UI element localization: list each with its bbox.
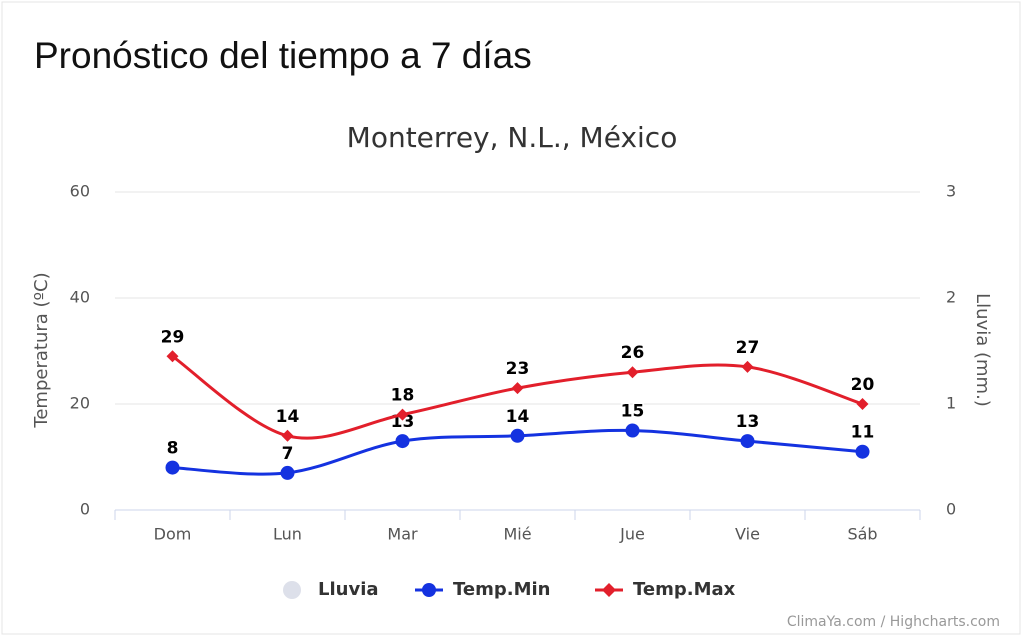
legend-label: Temp.Max (633, 579, 736, 600)
data-label: 7 (282, 444, 294, 464)
marker (741, 360, 754, 373)
data-label: 14 (506, 407, 530, 427)
y-tick-label: 20 (70, 394, 90, 413)
marker (280, 465, 295, 480)
y-tick-label: 40 (70, 288, 90, 307)
credits: ClimaYa.com / Highcharts.com (787, 614, 1000, 630)
data-label: 26 (621, 343, 645, 363)
y2-tick-label: 0 (946, 500, 956, 519)
data-label: 20 (851, 375, 875, 395)
y-axis-label: Temperatura (ºC) (31, 272, 52, 428)
x-tick-label: Mar (387, 525, 418, 544)
x-tick-label: Mié (503, 525, 531, 544)
marker (165, 460, 180, 475)
marker (395, 434, 410, 449)
data-label: 23 (506, 359, 530, 379)
marker (281, 429, 294, 442)
x-tick-label: Sáb (847, 525, 877, 544)
marker (166, 350, 179, 363)
legend-symbol (422, 583, 436, 597)
y-tick-label: 60 (70, 182, 90, 201)
x-tick-label: Dom (154, 525, 192, 544)
marker (856, 398, 869, 410)
marker (855, 444, 870, 459)
data-label: 27 (736, 338, 760, 358)
y-tick-label: 0 (80, 500, 90, 519)
data-label: 15 (621, 402, 645, 422)
y2-tick-label: 3 (946, 182, 956, 201)
x-tick-label: Vie (735, 525, 760, 544)
data-label: 14 (276, 407, 300, 427)
marker (740, 434, 755, 449)
y2-axis-label: Lluvia (mm.) (972, 293, 993, 407)
marker (396, 408, 409, 421)
chart-title: Monterrey, N.L., México (347, 121, 678, 154)
legend-symbol (283, 581, 301, 599)
x-tick-label: Lun (273, 525, 302, 544)
y2-tick-label: 1 (946, 394, 956, 413)
legend-label: Temp.Min (453, 579, 550, 600)
marker (626, 366, 639, 379)
page-title: Pronóstico del tiempo a 7 días (34, 35, 532, 76)
legend-symbol (602, 583, 616, 597)
x-tick-label: Jue (619, 525, 645, 544)
y2-tick-label: 2 (946, 288, 956, 307)
data-label: 11 (851, 423, 875, 443)
marker (625, 423, 640, 438)
data-label: 29 (161, 327, 185, 347)
data-label: 18 (391, 386, 415, 406)
marker (510, 428, 525, 443)
data-label: 13 (736, 412, 760, 432)
data-label: 8 (167, 439, 179, 459)
legend-label: Lluvia (318, 579, 379, 600)
marker (511, 382, 524, 395)
